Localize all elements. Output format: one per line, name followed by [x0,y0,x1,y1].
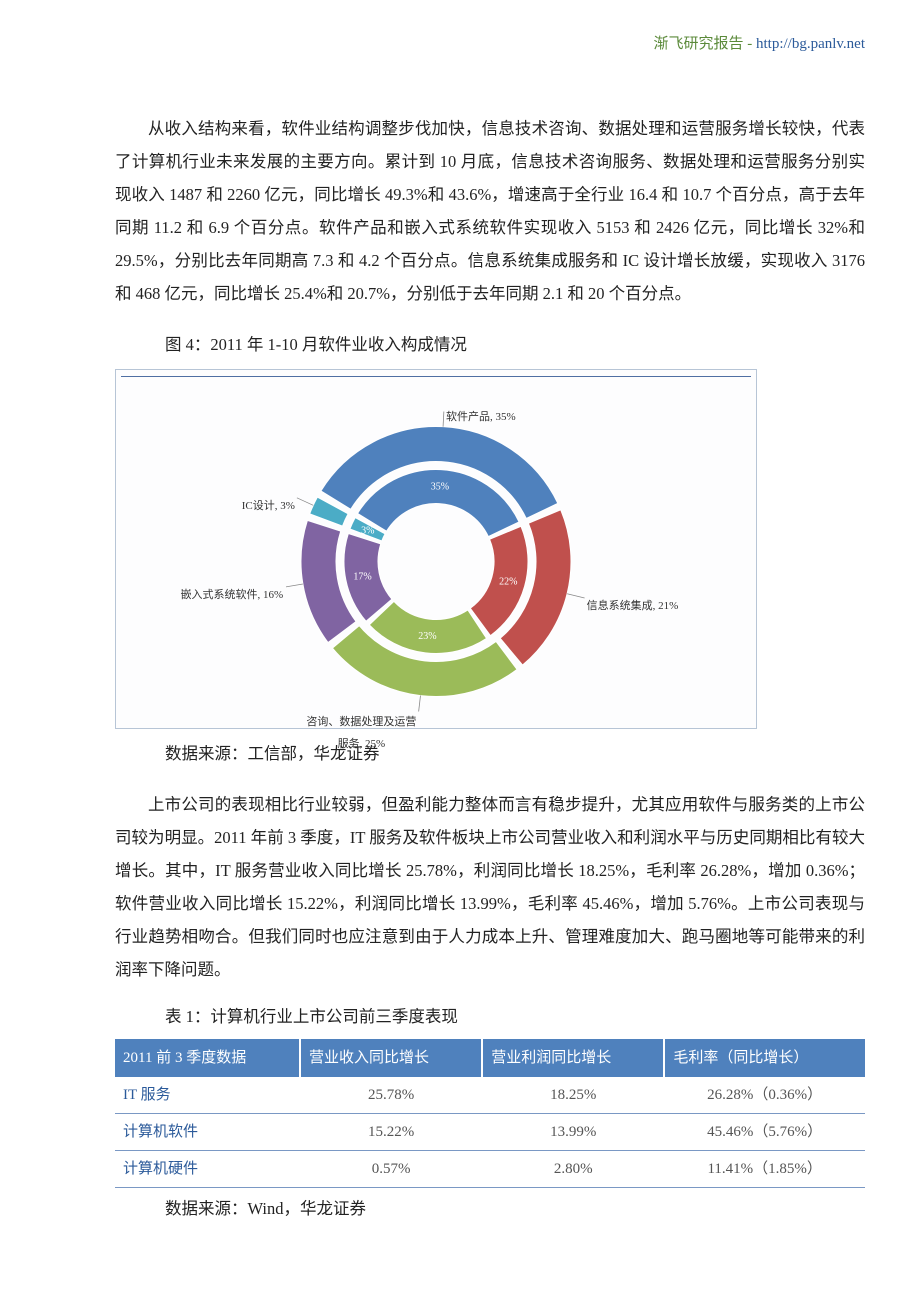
donut-slice-label: 咨询、数据处理及运营服务, 25% [306,711,416,755]
table-row-label: 计算机硬件 [115,1151,300,1188]
figure-4-source: 数据来源：工信部，华龙证券 [165,737,865,770]
svg-text:23%: 23% [418,631,436,642]
table-row-label: 计算机软件 [115,1114,300,1151]
donut-slice-label: 软件产品, 35% [446,406,516,428]
table-1-col-1: 营业收入同比增长 [300,1039,482,1077]
table-cell: 13.99% [482,1114,664,1151]
table-1-col-2: 营业利润同比增长 [482,1039,664,1077]
table-cell: 45.46%（5.76%） [664,1114,865,1151]
figure-4-frame: 35%22%23%17%3% 软件产品, 35%信息系统集成, 21%咨询、数据… [115,369,757,729]
svg-text:17%: 17% [353,571,371,582]
donut-chart: 35% 22% 23% 17% 3% [286,411,586,722]
table-row-label: IT 服务 [115,1077,300,1114]
donut-slice-label: IC设计, 3% [242,495,295,517]
table-1-col-0: 2011 前 3 季度数据 [115,1039,300,1077]
table-cell: 2.80% [482,1151,664,1188]
table-1-col-3: 毛利率（同比增长） [664,1039,865,1077]
table-cell: 15.22% [300,1114,482,1151]
svg-text:22%: 22% [499,577,517,588]
page-content: 从收入结构来看，软件业结构调整步伐加快，信息技术咨询、数据处理和运营服务增长较快… [115,112,865,1225]
table-row: 计算机硬件0.57%2.80%11.41%（1.85%） [115,1151,865,1188]
donut-slice-label: 嵌入式系统软件, 16% [180,584,283,606]
table-cell: 11.41%（1.85%） [664,1151,865,1188]
table-cell: 0.57% [300,1151,482,1188]
paragraph-2: 上市公司的表现相比行业较弱，但盈利能力整体而言有稳步提升，尤其应用软件与服务类的… [115,788,865,986]
table-1-caption: 表 1：计算机行业上市公司前三季度表现 [165,1000,865,1033]
table-cell: 18.25% [482,1077,664,1114]
donut-slice-label: 信息系统集成, 21% [587,595,679,617]
header-separator: - [743,36,756,52]
figure-4-caption: 图 4：2011 年 1-10 月软件业收入构成情况 [165,328,865,361]
table-1-body: IT 服务25.78%18.25%26.28%（0.36%）计算机软件15.22… [115,1077,865,1188]
table-row: 计算机软件15.22%13.99%45.46%（5.76%） [115,1114,865,1151]
svg-text:3%: 3% [361,525,374,536]
svg-text:35%: 35% [431,481,449,492]
table-row: IT 服务25.78%18.25%26.28%（0.36%） [115,1077,865,1114]
table-1: 2011 前 3 季度数据营业收入同比增长营业利润同比增长毛利率（同比增长） I… [115,1039,865,1188]
header-brand: 渐飞研究报告 [653,36,743,52]
chart-top-rule [121,376,751,377]
paragraph-1: 从收入结构来看，软件业结构调整步伐加快，信息技术咨询、数据处理和运营服务增长较快… [115,112,865,310]
table-cell: 25.78% [300,1077,482,1114]
header-url[interactable]: http://bg.panlv.net [756,36,865,52]
donut-svg: 35% 22% 23% 17% 3% [286,411,586,711]
table-cell: 26.28%（0.36%） [664,1077,865,1114]
table-1-source: 数据来源：Wind，华龙证券 [165,1192,865,1225]
table-1-header-row: 2011 前 3 季度数据营业收入同比增长营业利润同比增长毛利率（同比增长） [115,1039,865,1077]
page-header: 渐飞研究报告 - http://bg.panlv.net [653,32,865,53]
